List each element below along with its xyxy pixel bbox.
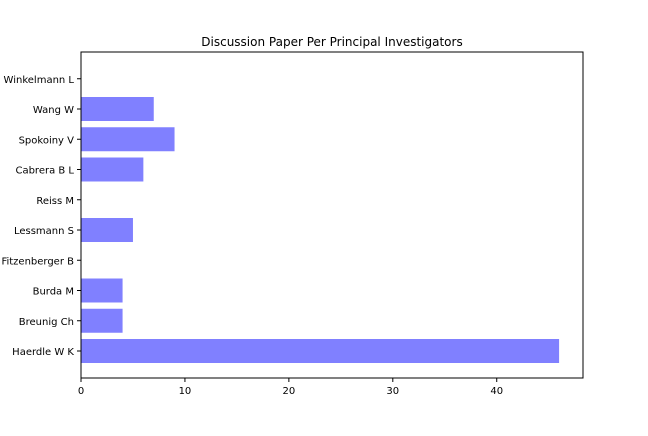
bar-haerdle-w-k [81, 339, 560, 363]
x-tick-label: 0 [78, 386, 84, 397]
bars-layer [81, 97, 560, 363]
x-tick-label: 10 [179, 386, 192, 397]
chart-title: Discussion Paper Per Principal Investiga… [201, 35, 462, 49]
bar-spokoiny-v [81, 127, 175, 152]
bar-wang-w [81, 97, 154, 121]
y-tick-label: Winkelmann L [4, 75, 75, 86]
x-axis: 0 10 20 30 40 [78, 378, 503, 397]
plot-frame [80, 51, 584, 379]
y-axis: Haerdle W K Breunig Ch Burda M Fitzenberger… [1, 75, 81, 358]
y-tick-label: Spokoiny V [19, 135, 75, 146]
bar-lessmann-s [81, 218, 133, 242]
x-tick-label: 20 [283, 386, 296, 397]
x-tick-label: 30 [386, 386, 399, 397]
y-tick-label: Haerdle W K [12, 347, 74, 358]
y-tick-label: Wang W [33, 105, 74, 116]
y-tick-label: Reiss M [36, 196, 74, 207]
y-tick-label: Cabrera B L [15, 166, 74, 177]
y-tick-label: Burda M [33, 287, 74, 298]
y-tick-label: Fitzenberger B [1, 256, 74, 267]
y-tick-label: Lessmann S [14, 226, 74, 237]
bar-breunig-ch [81, 308, 123, 333]
bar-cabrera-b-l [81, 157, 144, 182]
bar-burda-m [81, 278, 123, 303]
y-tick-label: Breunig Ch [19, 317, 74, 328]
x-tick-label: 40 [490, 386, 503, 397]
